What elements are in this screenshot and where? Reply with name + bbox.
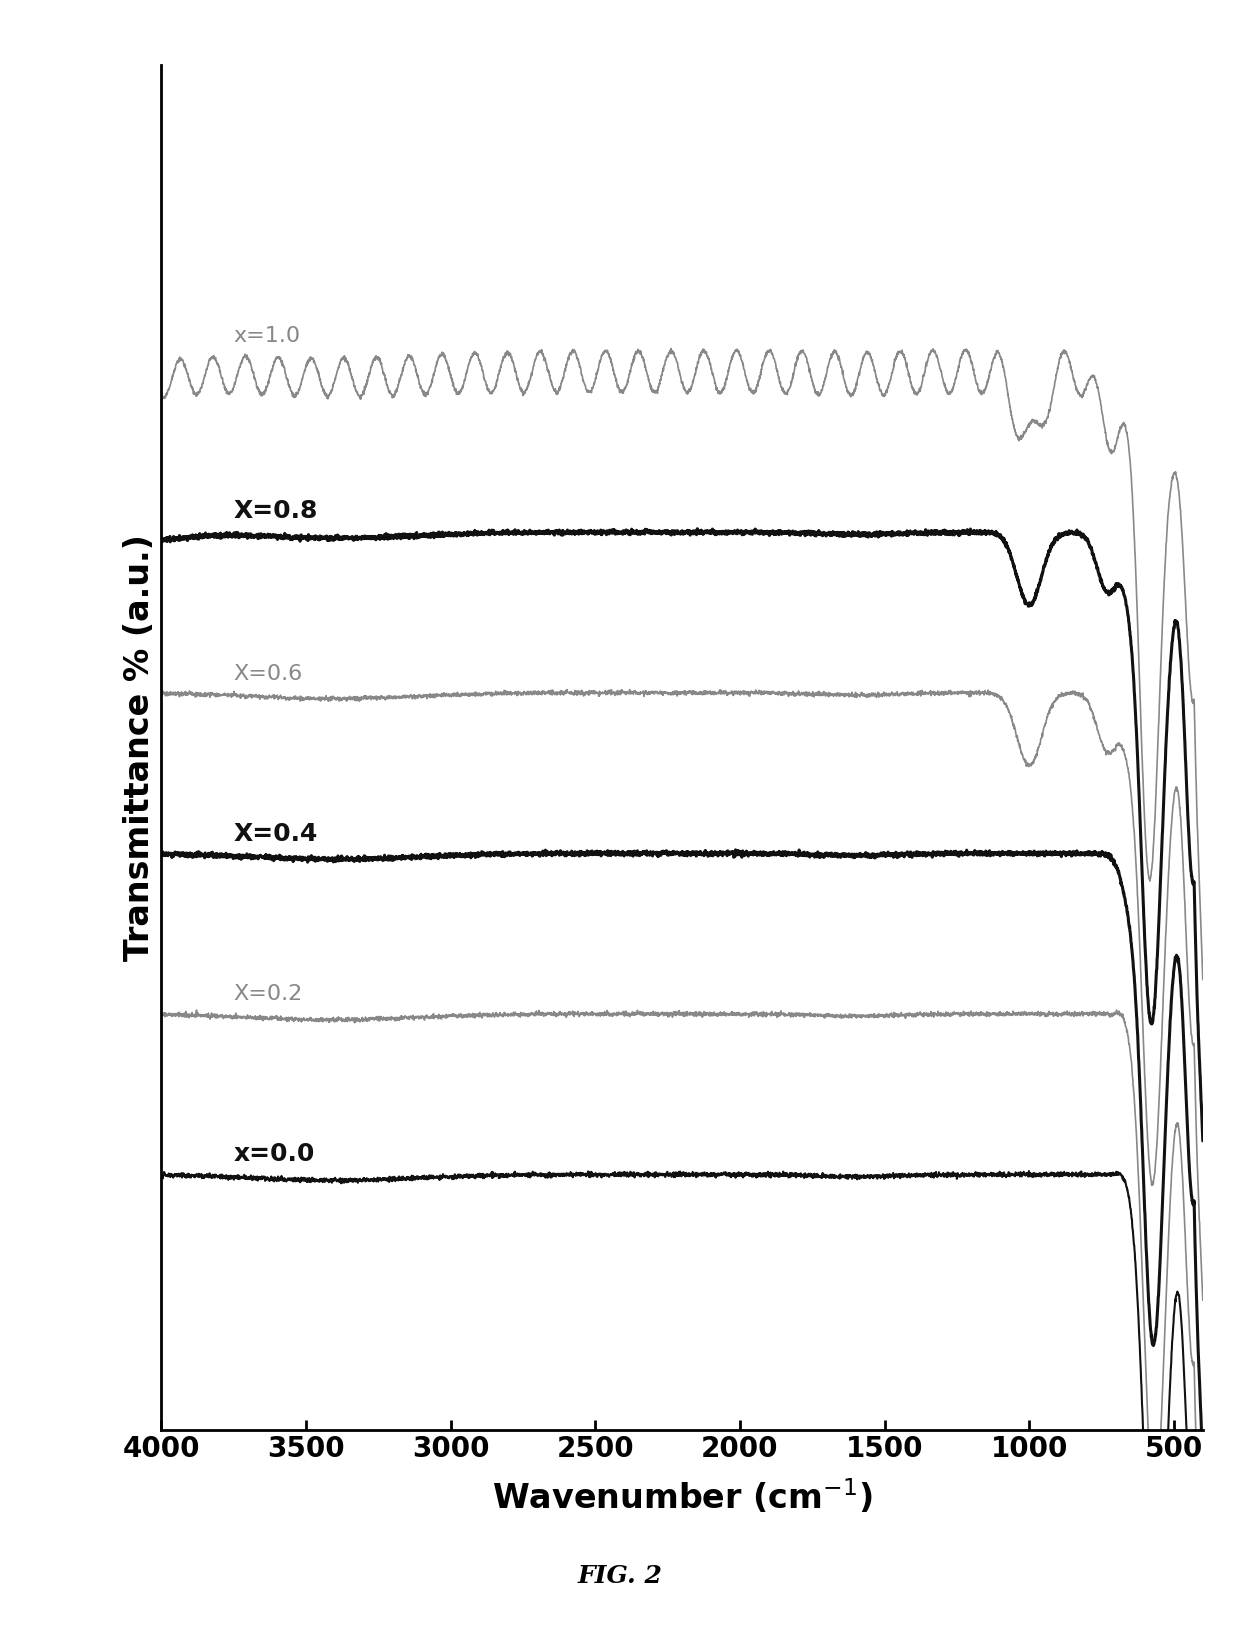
Text: X=0.2: X=0.2 [233,985,303,1004]
Text: x=0.0: x=0.0 [233,1142,315,1165]
Text: x=1.0: x=1.0 [233,325,300,346]
Text: X=0.8: X=0.8 [233,499,317,523]
Y-axis label: Transmittance % (a.u.): Transmittance % (a.u.) [123,535,156,960]
X-axis label: Wavenumber (cm$^{-1}$): Wavenumber (cm$^{-1}$) [492,1477,872,1516]
Text: X=0.4: X=0.4 [233,822,317,845]
Text: X=0.6: X=0.6 [233,665,303,684]
Text: FIG. 2: FIG. 2 [578,1565,662,1588]
